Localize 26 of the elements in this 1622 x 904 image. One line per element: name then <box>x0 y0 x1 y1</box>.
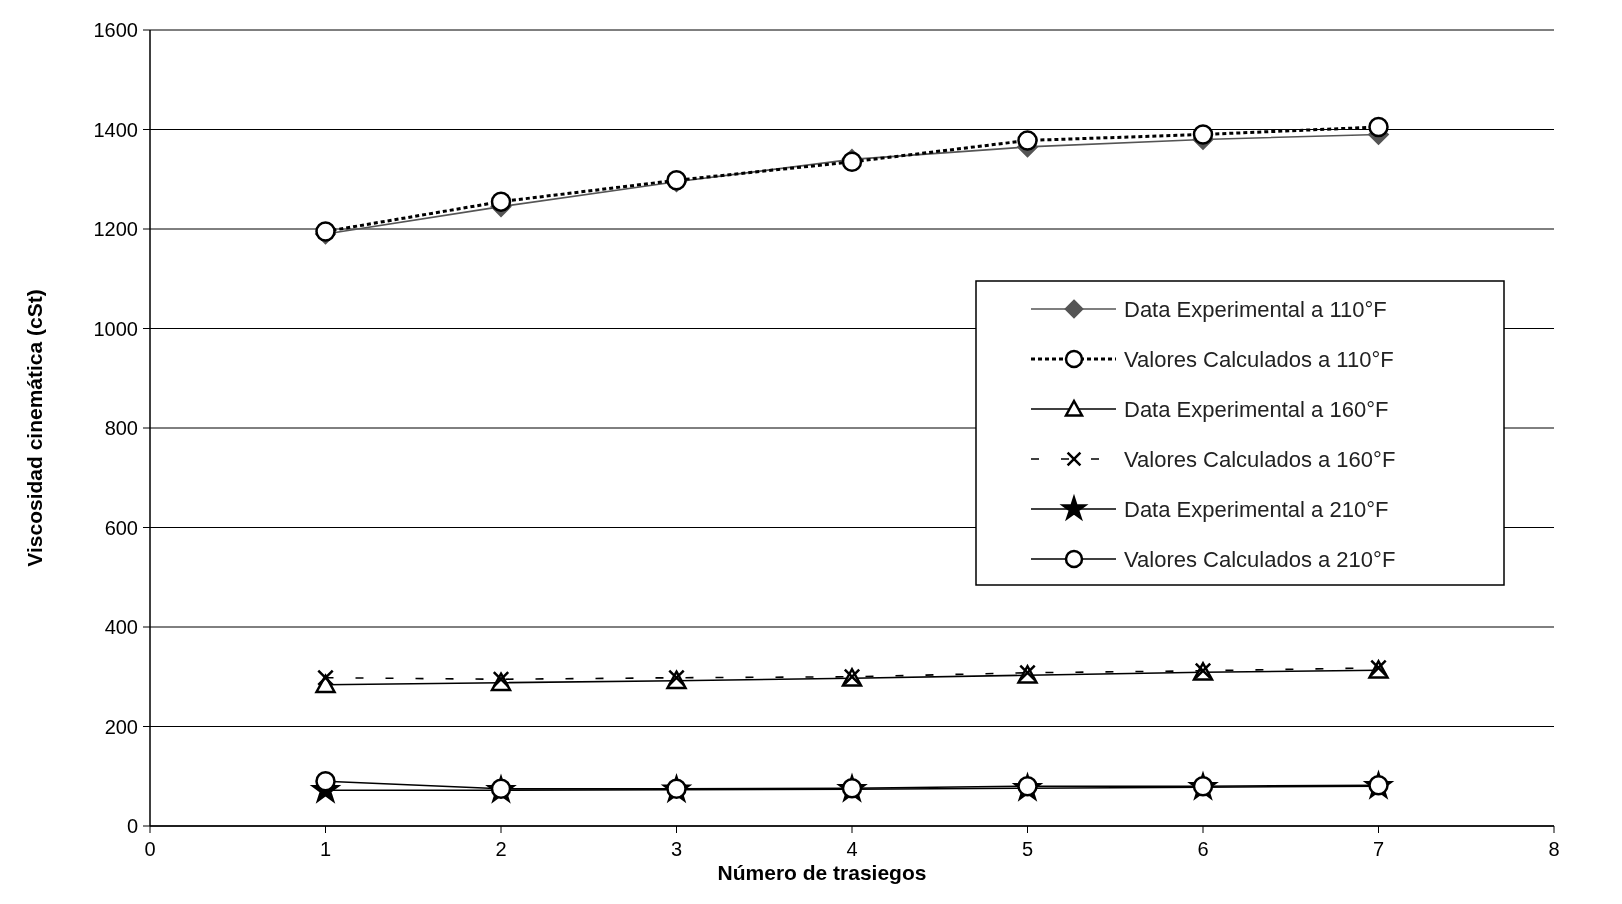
x-tick-label: 2 <box>495 838 507 860</box>
y-tick-label: 0 <box>126 815 138 837</box>
y-tick-label: 600 <box>104 516 138 539</box>
x-tick-label: 1 <box>319 838 332 860</box>
x-tick-label: 5 <box>1021 838 1034 860</box>
legend-label: Data Experimental a 110°F <box>1124 296 1387 322</box>
x-tick-label: 6 <box>1197 838 1209 860</box>
x-tick-label: 7 <box>1372 838 1385 860</box>
legend-label: Valores Calculados a 160°F <box>1124 446 1396 472</box>
x-tick-label: 8 <box>1548 838 1560 860</box>
y-tick-label: 800 <box>104 417 138 439</box>
x-tick-label: 3 <box>670 838 683 860</box>
x-tick-label: 0 <box>144 838 156 860</box>
legend-label: Data Experimental a 160°F <box>1124 396 1389 422</box>
y-tick-label: 1200 <box>93 218 138 240</box>
x-tick-label: 4 <box>846 838 858 860</box>
legend-label: Valores Calculados a 110°F <box>1124 346 1394 372</box>
y-axis-title: Viscosidad cinemática (cSt) <box>23 289 46 567</box>
y-tick-label: 400 <box>104 616 138 638</box>
y-tick-label: 200 <box>104 715 138 738</box>
x-axis-title: Número de trasiegos <box>717 861 927 884</box>
legend-label: Valores Calculados a 210°F <box>1124 546 1396 572</box>
y-tick-label: 1400 <box>93 118 138 141</box>
y-tick-label: 1000 <box>93 317 138 340</box>
y-tick-label: 1600 <box>93 19 138 41</box>
legend-label: Data Experimental a 210°F <box>1124 496 1389 522</box>
